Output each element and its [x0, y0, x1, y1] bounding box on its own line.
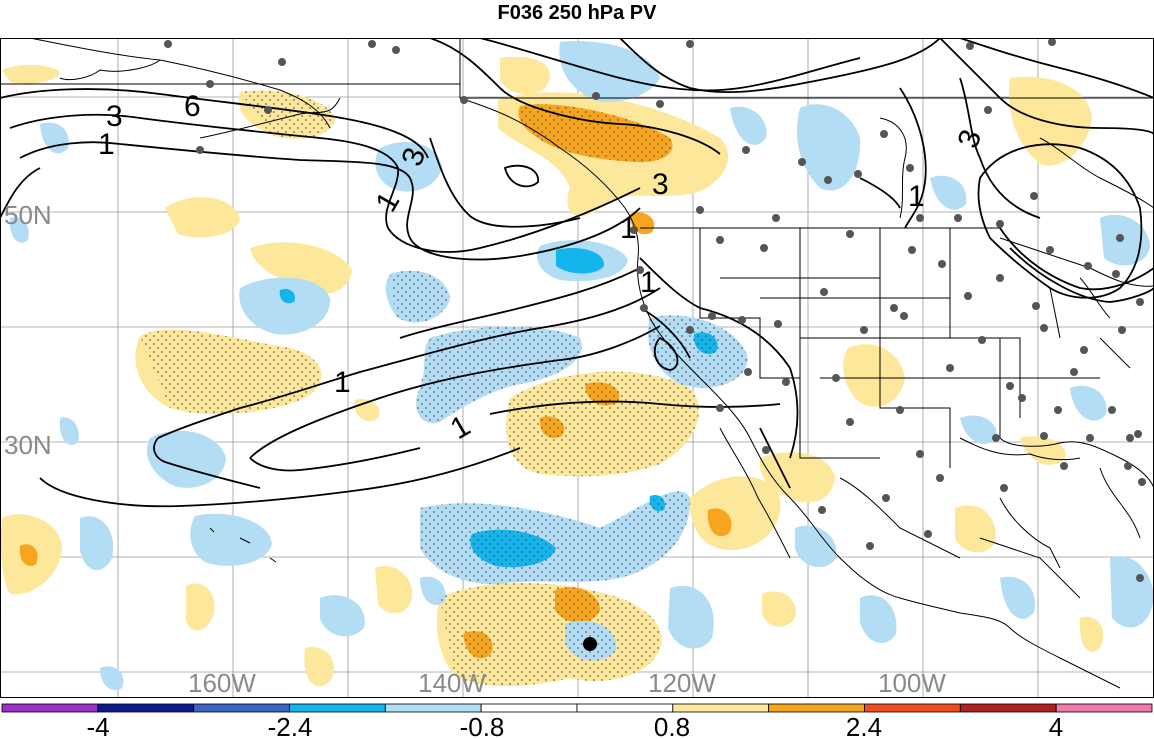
colorbar: -4 -2.4 -0.8 0.8 2.4 4 — [1, 703, 1153, 739]
colorbar-tick-label: -0.8 — [460, 712, 505, 739]
colorbar-cell — [576, 703, 674, 713]
colorbar-cell — [289, 703, 386, 713]
contour-label: 1 — [640, 266, 657, 299]
latitude-label: 50N — [4, 200, 52, 230]
colorbar-cell — [1055, 703, 1153, 713]
longitude-label: 140W — [418, 668, 486, 698]
contour-label: 1 — [334, 366, 351, 399]
colorbar-tick-label: -2.4 — [268, 712, 313, 739]
contour-label: 1 — [620, 212, 637, 245]
latitude-label: 30N — [4, 430, 52, 460]
colorbar-cell — [97, 703, 195, 713]
longitude-label: 120W — [648, 668, 716, 698]
contour-label: 3 — [106, 100, 123, 133]
contour-label: 1 — [908, 180, 925, 213]
colorbar-cells — [1, 703, 1153, 713]
map-title: F036 250 hPa PV — [497, 2, 657, 24]
coastlines — [0, 38, 1154, 689]
colorbar-cell — [959, 703, 1057, 713]
longitude-label: 160W — [188, 668, 256, 698]
colorbar-tick-label: 2.4 — [846, 712, 882, 739]
tropical-cyclone-marker — [583, 637, 597, 651]
stippling — [140, 90, 748, 686]
colorbar-cell — [768, 703, 865, 713]
colorbar-cell — [480, 703, 578, 713]
contour-label: 1 — [98, 128, 115, 161]
pv-map: 6 3 1 1 3 1 3 1 1 1 3 1 50N 30N 160W 140… — [0, 38, 1154, 698]
colorbar-cell — [193, 703, 290, 713]
colorbar-tick-label: 0.8 — [654, 712, 690, 739]
colorbar-tick-label: -4 — [86, 712, 109, 739]
colorbar-tick-label: 4 — [1049, 712, 1063, 739]
contour-label: 3 — [652, 168, 669, 201]
longitude-label: 100W — [878, 668, 946, 698]
colorbar-cell — [384, 703, 482, 713]
colorbar-cell — [672, 703, 769, 713]
colorbar-cell — [1, 703, 99, 713]
colorbar-cell — [864, 703, 961, 713]
pv-contours — [0, 38, 1154, 508]
contour-label: 6 — [184, 90, 201, 123]
station-markers — [164, 38, 1146, 582]
